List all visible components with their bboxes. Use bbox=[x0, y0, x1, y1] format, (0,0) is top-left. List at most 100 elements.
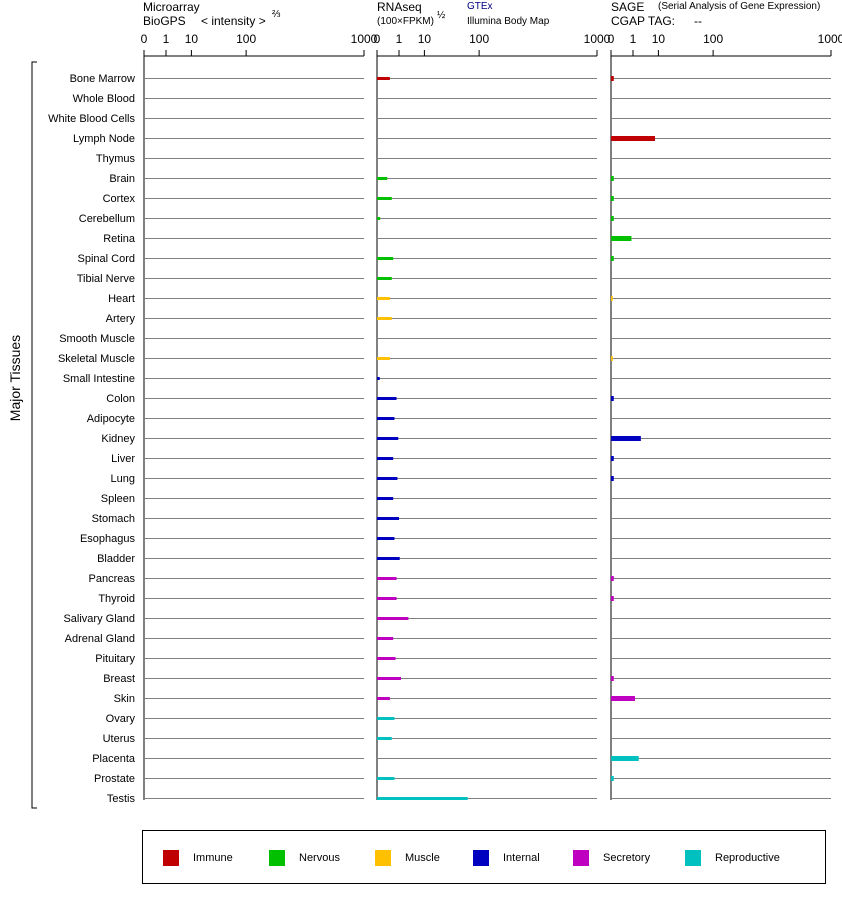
bar-1-36 bbox=[377, 797, 468, 800]
bar-2-26 bbox=[611, 596, 614, 601]
bar-1-19 bbox=[377, 457, 394, 460]
bar-1-29 bbox=[377, 657, 396, 660]
group-bracket bbox=[31, 61, 37, 809]
category-label: Cortex bbox=[103, 193, 136, 205]
tick-label-1-1: 1 bbox=[396, 32, 403, 46]
bar-1-6 bbox=[377, 197, 392, 200]
bar-2-35 bbox=[611, 776, 614, 781]
sage-tag-value: -- bbox=[694, 14, 702, 28]
bar-2-30 bbox=[611, 676, 614, 681]
bar-1-20 bbox=[377, 477, 398, 480]
bar-1-21 bbox=[377, 497, 394, 500]
bar-1-16 bbox=[377, 397, 397, 400]
category-label: Thymus bbox=[96, 153, 136, 165]
bar-1-18 bbox=[377, 437, 399, 440]
category-label: Prostate bbox=[94, 773, 135, 785]
bar-1-31 bbox=[377, 697, 390, 700]
sage-tag-label: CGAP TAG: bbox=[611, 14, 676, 28]
category-label: Bladder bbox=[97, 553, 135, 565]
rnaseq-exponent: ½ bbox=[437, 10, 446, 21]
bar-1-27 bbox=[377, 617, 409, 620]
bar-1-23 bbox=[377, 537, 395, 540]
tick-label-2-2: 10 bbox=[652, 32, 666, 46]
category-label: Artery bbox=[106, 313, 136, 325]
tick-label-0-2: 10 bbox=[185, 32, 199, 46]
legend-swatch-immune bbox=[163, 850, 179, 866]
bar-2-8 bbox=[611, 236, 632, 241]
category-label: Stomach bbox=[92, 513, 135, 525]
tick-label-0-4: 1000 bbox=[351, 32, 378, 46]
category-label: Pituitary bbox=[95, 653, 135, 665]
chart-bars bbox=[377, 76, 655, 800]
tick-label-1-2: 10 bbox=[418, 32, 432, 46]
legend-swatch-internal bbox=[473, 850, 489, 866]
category-label: Whole Blood bbox=[73, 93, 135, 105]
bar-1-25 bbox=[377, 577, 397, 580]
legend: Immune Nervous Muscle Internal Secretory… bbox=[142, 830, 826, 884]
category-label: Adrenal Gland bbox=[65, 633, 135, 645]
bar-1-22 bbox=[377, 517, 399, 520]
bar-2-0 bbox=[611, 76, 614, 81]
legend-swatch-nervous bbox=[269, 850, 285, 866]
y-group-label: Major Tissues bbox=[7, 334, 23, 422]
bar-1-15 bbox=[377, 377, 380, 380]
gtex-link[interactable]: GTEx bbox=[467, 1, 493, 12]
bar-2-19 bbox=[611, 456, 614, 461]
bar-2-34 bbox=[611, 756, 639, 761]
bar-2-18 bbox=[611, 436, 641, 441]
tick-label-1-3: 100 bbox=[469, 32, 489, 46]
bar-2-14 bbox=[611, 356, 613, 361]
bar-1-33 bbox=[377, 737, 392, 740]
category-label: White Blood Cells bbox=[48, 113, 135, 125]
illumina-body-map-label: Illumina Body Map bbox=[467, 16, 550, 27]
category-label: Thyroid bbox=[98, 593, 135, 605]
bar-2-3 bbox=[611, 136, 655, 141]
category-label: Lung bbox=[111, 473, 135, 485]
bar-1-0 bbox=[377, 77, 390, 80]
category-label: Tibial Nerve bbox=[77, 273, 135, 285]
legend-label-muscle: Muscle bbox=[405, 852, 440, 864]
bar-2-7 bbox=[611, 216, 614, 221]
bar-1-10 bbox=[377, 277, 392, 280]
rnaseq-title: RNAseq bbox=[377, 0, 422, 14]
category-label: Breast bbox=[103, 673, 135, 685]
bar-1-26 bbox=[377, 597, 397, 600]
category-label: Retina bbox=[103, 233, 136, 245]
bar-2-31 bbox=[611, 696, 636, 701]
tick-label-0-3: 100 bbox=[236, 32, 256, 46]
legend-swatch-muscle bbox=[375, 850, 391, 866]
bar-1-35 bbox=[377, 777, 395, 780]
legend-swatch-secretory bbox=[573, 850, 589, 866]
category-label: Pancreas bbox=[89, 573, 136, 585]
category-label: Placenta bbox=[92, 753, 136, 765]
category-label: Heart bbox=[108, 293, 135, 305]
microarray-title: Microarray bbox=[143, 0, 200, 14]
tick-label-2-0: 0 bbox=[608, 32, 615, 46]
legend-label-reproductive: Reproductive bbox=[715, 852, 780, 864]
category-label: Skeletal Muscle bbox=[58, 353, 135, 365]
bar-2-11 bbox=[611, 296, 613, 301]
category-label: Colon bbox=[106, 393, 135, 405]
tick-label-2-3: 100 bbox=[703, 32, 723, 46]
bar-1-30 bbox=[377, 677, 402, 680]
category-label: Spleen bbox=[101, 493, 135, 505]
bar-1-17 bbox=[377, 417, 395, 420]
bar-2-16 bbox=[611, 396, 614, 401]
microarray-exponent: ⅔ bbox=[272, 9, 281, 20]
tick-label-2-1: 1 bbox=[630, 32, 637, 46]
microarray-intensity-label: < intensity > bbox=[201, 14, 266, 28]
category-label: Brain bbox=[109, 173, 135, 185]
category-label: Uterus bbox=[103, 733, 136, 745]
tick-label-1-4: 1000 bbox=[584, 32, 611, 46]
legend-label-nervous: Nervous bbox=[299, 852, 340, 864]
bar-1-5 bbox=[377, 177, 388, 180]
category-label: Spinal Cord bbox=[78, 253, 135, 265]
bar-1-28 bbox=[377, 637, 394, 640]
category-label: Testis bbox=[107, 793, 136, 805]
category-label: Adipocyte bbox=[87, 413, 135, 425]
legend-label-internal: Internal bbox=[503, 852, 540, 864]
bar-1-24 bbox=[377, 557, 400, 560]
category-label: Esophagus bbox=[80, 533, 136, 545]
